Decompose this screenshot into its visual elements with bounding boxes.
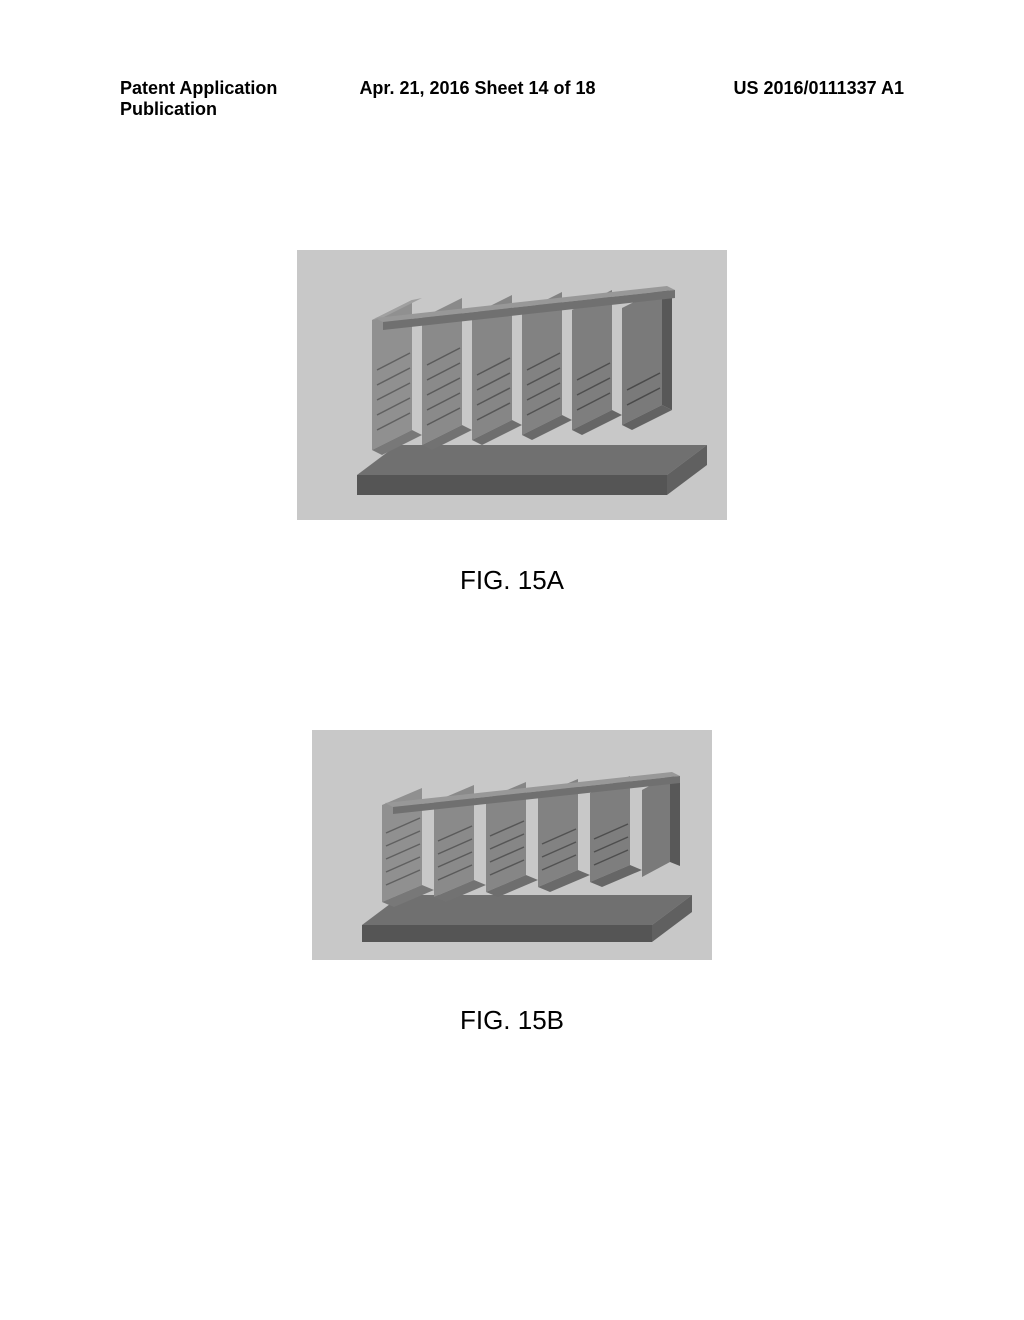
figure-15a-image: [297, 250, 727, 520]
publication-type: Patent Application Publication: [120, 78, 329, 120]
figure-15a-container: FIG. 15A: [297, 250, 727, 596]
date-sheet-info: Apr. 21, 2016 Sheet 14 of 18: [329, 78, 694, 120]
figure-15b-container: FIG. 15B: [312, 730, 712, 1036]
figure-15b-image: [312, 730, 712, 960]
page-header: Patent Application Publication Apr. 21, …: [0, 78, 1024, 120]
figure-15b-label: FIG. 15B: [312, 1005, 712, 1036]
publication-number: US 2016/0111337 A1: [695, 78, 904, 120]
figure-15a-label: FIG. 15A: [297, 565, 727, 596]
